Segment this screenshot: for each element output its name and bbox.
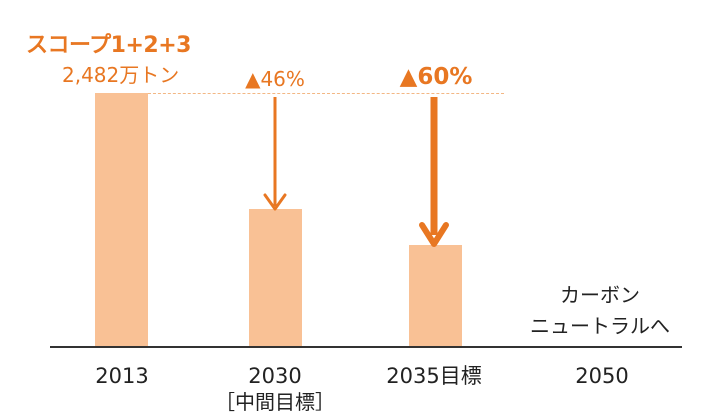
bar-2035 — [409, 244, 462, 346]
chart-title: スコープ1+2+3 — [26, 33, 191, 58]
bar-2030 — [249, 209, 302, 346]
arrow-2035 — [419, 97, 449, 247]
x-tick-label-2030: 2030 — [248, 364, 302, 388]
arrow-2030 — [263, 97, 287, 211]
end-label-line2: ニュートラルへ — [530, 314, 670, 338]
x-tick-sublabel-2030: ［中間目標］ — [215, 390, 335, 414]
x-axis-line — [50, 346, 682, 348]
reference-line-2013 — [148, 93, 504, 94]
reduction-label-2030: ▲46% — [245, 67, 305, 91]
bar-2013 — [95, 93, 148, 346]
end-label-line1: カーボン — [560, 283, 640, 307]
reduction-label-2035: ▲60% — [399, 64, 473, 90]
x-tick-label-2035: 2035目標 — [386, 364, 482, 388]
x-tick-label-2013: 2013 — [95, 364, 149, 388]
x-tick-label-2050: 2050 — [575, 364, 629, 388]
base-value-label: 2,482万トン — [62, 63, 180, 87]
